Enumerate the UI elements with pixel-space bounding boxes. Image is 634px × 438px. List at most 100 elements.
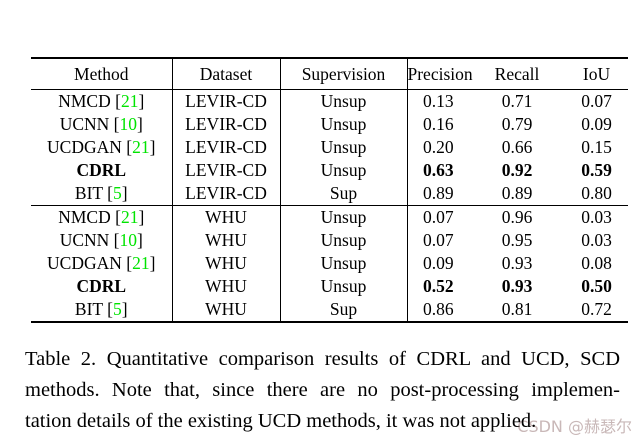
dataset-cell: WHU: [172, 275, 281, 298]
table-row-cdrl: CDRL LEVIR-CD Unsup 0.63 0.92 0.59: [31, 159, 628, 182]
recall-cell: 0.95: [501, 230, 533, 250]
supervision-cell: Unsup: [280, 252, 408, 275]
supervision-cell: Sup: [280, 182, 408, 206]
dataset-cell: LEVIR-CD: [172, 89, 281, 113]
column-header-recall: Recall: [469, 58, 565, 90]
method-cell: BIT [5]: [31, 182, 173, 206]
column-header-dataset: Dataset: [172, 58, 281, 90]
table-row: UCDGAN [21] LEVIR-CD Unsup 0.20 0.66 0.1…: [31, 136, 628, 159]
table-row: UCDGAN [21] WHU Unsup 0.09 0.93 0.08: [31, 252, 628, 275]
cite-bracket: [: [115, 207, 121, 227]
cite-bracket: ]: [138, 91, 145, 111]
supervision-cell: Unsup: [280, 136, 408, 159]
column-header-iou: IoU: [565, 58, 628, 90]
cite-bracket: ]: [121, 299, 128, 319]
table-caption: Table 2. Quantitative comparison results…: [25, 344, 620, 437]
dataset-cell: WHU: [172, 229, 281, 252]
table-row-cdrl: CDRL WHU Unsup 0.52 0.93 0.50: [31, 275, 628, 298]
caption-line: tation details of the existing UCD metho…: [25, 410, 537, 432]
supervision-cell: Sup: [280, 298, 408, 322]
table-row: UCNN [10] WHU Unsup 0.07 0.95 0.03: [31, 229, 628, 252]
iou-cell: 0.59: [581, 160, 612, 180]
precision-cell: 0.86: [422, 299, 454, 319]
iou-cell: 0.72: [581, 299, 612, 319]
cite-bracket: ]: [149, 137, 156, 157]
method-name: BIT: [74, 299, 103, 319]
table-body: NMCD [21] LEVIR-CD Unsup 0.13 0.71 0.07 …: [31, 89, 628, 322]
method-cell: BIT [5]: [31, 298, 173, 322]
precision-cell: 0.63: [422, 160, 454, 180]
citation-number: 10: [119, 114, 137, 134]
cite-bracket: [: [115, 91, 121, 111]
supervision-cell: Unsup: [280, 229, 408, 252]
dataset-cell: LEVIR-CD: [172, 136, 281, 159]
method-name: NMCD: [58, 91, 111, 111]
cite-bracket: ]: [138, 207, 145, 227]
iou-cell: 0.50: [581, 276, 612, 296]
table-header: Method Dataset Supervision Precision Rec…: [31, 58, 628, 90]
precision-cell: 0.89: [407, 182, 469, 206]
method-name: NMCD: [58, 207, 111, 227]
recall-cell: 0.66: [501, 137, 533, 157]
cite-bracket: [: [107, 183, 113, 203]
supervision-cell: Unsup: [280, 159, 408, 182]
table-row: NMCD [21] LEVIR-CD Unsup 0.13 0.71 0.07: [31, 89, 628, 113]
recall-cell: 0.81: [501, 299, 533, 319]
cite-bracket: [: [126, 253, 133, 273]
precision-cell: 0.20: [422, 137, 454, 157]
dataset-cell: LEVIR-CD: [172, 182, 281, 206]
supervision-cell: Unsup: [280, 275, 408, 298]
iou-cell: 0.07: [581, 91, 612, 111]
iou-cell: 0.08: [581, 253, 612, 273]
cite-bracket: ]: [121, 183, 128, 203]
citation-number: 21: [132, 137, 150, 157]
recall-cell: 0.92: [501, 160, 533, 180]
dataset-cell: WHU: [172, 298, 281, 322]
dataset-cell: LEVIR-CD: [172, 113, 281, 136]
method-name: UCDGAN: [47, 137, 122, 157]
citation-number: 10: [119, 230, 137, 250]
dataset-cell: LEVIR-CD: [172, 159, 281, 182]
cite-bracket: ]: [136, 114, 143, 134]
cite-bracket: [: [113, 114, 120, 134]
method-name: UCDGAN: [47, 253, 122, 273]
method-name: UCNN: [59, 114, 110, 134]
caption-line: Table 2. Quantitative comparison results…: [25, 348, 620, 370]
table-row: NMCD [21] WHU Unsup 0.07 0.96 0.03: [31, 205, 628, 229]
column-header-supervision: Supervision: [280, 58, 408, 90]
citation-number: 5: [113, 299, 122, 319]
column-header-precision: Precision: [407, 58, 473, 90]
method-cell: CDRL: [31, 275, 173, 298]
citation-number: 5: [113, 183, 122, 203]
column-header-method: Method: [31, 58, 173, 90]
recall-cell: 0.71: [501, 91, 533, 111]
recall-cell: 0.79: [501, 114, 533, 134]
method-cell: UCNN [10]: [31, 229, 173, 252]
method-cell: NMCD [21]: [31, 205, 173, 229]
method-name: CDRL: [76, 276, 127, 296]
recall-cell: 0.89: [469, 182, 565, 206]
header-row: Method Dataset Supervision Precision Rec…: [31, 58, 628, 90]
citation-number: 21: [132, 253, 150, 273]
iou-cell: 0.03: [581, 207, 612, 227]
cite-bracket: [: [126, 137, 133, 157]
caption-line: methods. Note that, since there are no p…: [25, 379, 620, 401]
dataset-cell: WHU: [172, 252, 281, 275]
method-name: BIT: [74, 183, 103, 203]
precision-cell: 0.07: [422, 230, 454, 250]
cite-bracket: [: [113, 230, 120, 250]
precision-cell: 0.09: [422, 253, 454, 273]
method-cell: UCDGAN [21]: [31, 252, 173, 275]
cite-bracket: ]: [149, 253, 156, 273]
method-cell: UCNN [10]: [31, 113, 173, 136]
iou-cell: 0.03: [581, 230, 612, 250]
iou-cell: 0.80: [565, 182, 628, 206]
dataset-cell: WHU: [172, 205, 281, 229]
cite-bracket: [: [107, 299, 113, 319]
results-table: Method Dataset Supervision Precision Rec…: [31, 57, 628, 323]
supervision-cell: Unsup: [280, 113, 408, 136]
precision-cell: 0.52: [422, 276, 454, 296]
method-cell: CDRL: [31, 159, 173, 182]
iou-cell: 0.15: [581, 137, 612, 157]
iou-cell: 0.09: [581, 114, 612, 134]
